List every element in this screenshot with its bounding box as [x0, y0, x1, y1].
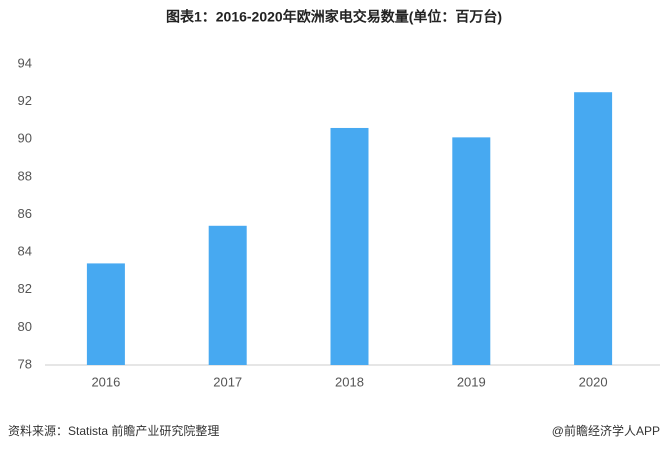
- y-tick-label: 90: [18, 131, 32, 146]
- x-tick-label: 2019: [457, 374, 486, 389]
- credit: @前瞻经济学人APP: [552, 423, 660, 438]
- x-tick-label: 2016: [91, 374, 120, 389]
- y-tick-label: 78: [18, 356, 32, 371]
- bar: [330, 127, 369, 366]
- x-tick-label: 2020: [579, 374, 608, 389]
- bar: [574, 92, 613, 365]
- y-tick-label: 94: [18, 55, 32, 70]
- y-tick-label: 92: [18, 93, 32, 108]
- bar: [452, 137, 491, 365]
- y-tick-label: 86: [18, 206, 32, 221]
- x-tick-label: 2018: [335, 374, 364, 389]
- x-tick-label: 2017: [213, 374, 242, 389]
- y-tick-label: 84: [18, 244, 32, 259]
- bar: [86, 263, 125, 365]
- y-tick-label: 88: [18, 168, 32, 183]
- source-note: 资料来源：Statista 前瞻产业研究院整理: [8, 423, 219, 438]
- y-tick-label: 82: [18, 281, 32, 296]
- chart-title: 图表1：2016-2020年欧洲家电交易数量(单位：百万台): [166, 9, 502, 25]
- bar: [208, 225, 247, 365]
- y-tick-label: 80: [18, 319, 32, 334]
